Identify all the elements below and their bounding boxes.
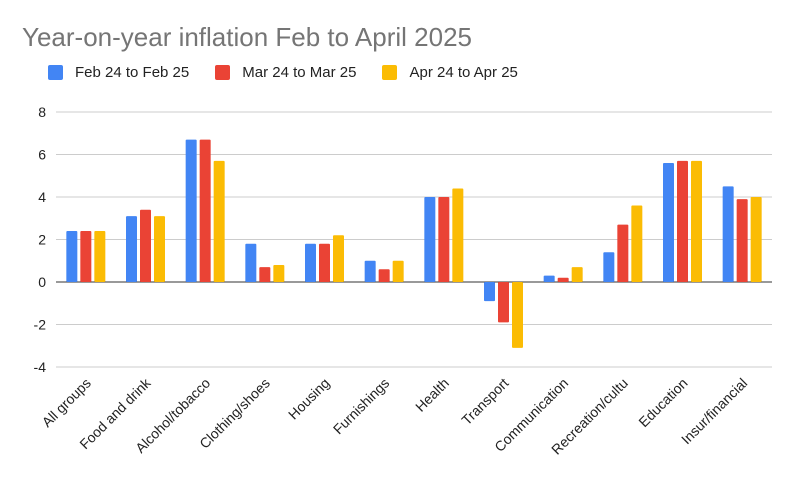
- bar-mar[interactable]: [498, 282, 509, 323]
- x-tick-label: Education: [635, 375, 690, 430]
- bar-mar[interactable]: [378, 269, 390, 282]
- bar-apr[interactable]: [750, 197, 762, 282]
- bar-apr[interactable]: [154, 216, 165, 282]
- x-tick-label: Transport: [458, 375, 511, 428]
- y-tick-label: 6: [38, 147, 46, 163]
- legend-item-apr[interactable]: Apr 24 to Apr 25: [382, 64, 518, 81]
- bar-feb[interactable]: [245, 243, 257, 282]
- bar-feb[interactable]: [543, 275, 555, 282]
- bar-apr[interactable]: [512, 282, 523, 348]
- bar-mar[interactable]: [438, 197, 450, 282]
- legend: Feb 24 to Feb 25 Mar 24 to Mar 25 Apr 24…: [48, 64, 544, 81]
- bar-apr[interactable]: [94, 231, 106, 282]
- bar-apr[interactable]: [571, 267, 583, 282]
- bar-mar[interactable]: [557, 277, 569, 282]
- y-tick-label: 8: [38, 104, 46, 120]
- bar-apr[interactable]: [452, 188, 464, 283]
- legend-swatch-apr: [382, 65, 398, 80]
- bar-feb[interactable]: [663, 163, 674, 282]
- legend-label-feb: Feb 24 to Feb 25: [75, 64, 190, 81]
- bar-feb[interactable]: [722, 186, 734, 282]
- bar-mar[interactable]: [199, 139, 211, 282]
- bar-apr[interactable]: [691, 160, 702, 282]
- y-tick-label: -2: [34, 317, 47, 333]
- x-tick-label: Housing: [285, 375, 333, 423]
- bar-mar[interactable]: [80, 231, 92, 282]
- bar-mar[interactable]: [617, 224, 629, 282]
- bar-feb[interactable]: [484, 282, 495, 302]
- x-tick-label: Health: [412, 375, 452, 415]
- y-tick-label: 4: [38, 189, 46, 205]
- bar-feb[interactable]: [126, 216, 137, 282]
- y-tick-label: 2: [38, 232, 46, 248]
- y-tick-label: 0: [38, 274, 46, 290]
- chart-title: Year-on-year inflation Feb to April 2025: [22, 22, 472, 52]
- bar-mar[interactable]: [677, 160, 688, 282]
- bar-apr[interactable]: [213, 160, 225, 282]
- bar-apr[interactable]: [333, 235, 344, 282]
- bar-feb[interactable]: [603, 252, 615, 282]
- bar-mar[interactable]: [140, 209, 151, 282]
- legend-swatch-mar: [215, 65, 231, 80]
- bar-feb[interactable]: [424, 197, 436, 282]
- legend-swatch-feb: [48, 65, 63, 80]
- bar-apr[interactable]: [631, 205, 643, 283]
- legend-label-mar: Mar 24 to Mar 25: [242, 64, 357, 81]
- bar-apr[interactable]: [273, 265, 285, 282]
- bar-apr[interactable]: [392, 260, 404, 282]
- bar-feb[interactable]: [66, 231, 78, 282]
- bar-feb[interactable]: [305, 243, 316, 282]
- legend-item-mar[interactable]: Mar 24 to Mar 25: [215, 64, 356, 81]
- x-tick-label: All groups: [39, 375, 94, 430]
- y-tick-label: -4: [34, 359, 47, 375]
- x-tick-label: Furnishings: [330, 375, 392, 437]
- bar-mar[interactable]: [259, 267, 271, 282]
- bar-feb[interactable]: [364, 260, 376, 282]
- bar-mar[interactable]: [319, 243, 330, 282]
- bar-mar[interactable]: [736, 199, 748, 282]
- bar-feb[interactable]: [185, 139, 197, 282]
- legend-item-feb[interactable]: Feb 24 to Feb 25: [48, 64, 189, 81]
- legend-label-apr: Apr 24 to Apr 25: [409, 64, 518, 81]
